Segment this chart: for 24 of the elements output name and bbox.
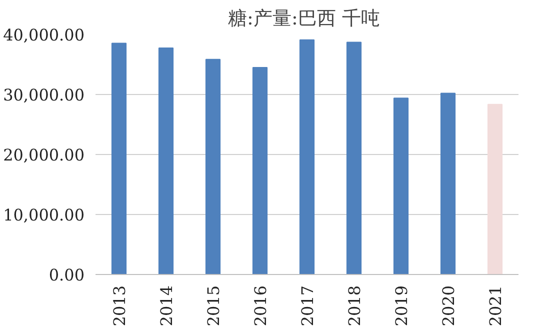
x-tick-label: 2017	[298, 286, 317, 326]
bar	[111, 42, 127, 274]
bar	[346, 42, 362, 274]
y-tick-label: 20,000.00	[3, 146, 85, 164]
x-tick-label: 2021	[486, 286, 505, 326]
bar	[487, 104, 503, 274]
y-tick-label: 30,000.00	[3, 86, 85, 104]
y-tick-label: 0.00	[48, 266, 84, 284]
x-tick-label: 2019	[392, 286, 411, 326]
bar	[252, 67, 268, 274]
x-tick-label: 2018	[345, 286, 364, 326]
y-tick-label: 40,000.00	[3, 26, 85, 44]
x-tick-label: 2013	[110, 286, 129, 326]
bar	[205, 58, 221, 274]
x-tick-label: 2014	[157, 286, 176, 326]
x-tick-label: 2016	[251, 286, 270, 326]
bar	[393, 98, 409, 274]
bar	[440, 92, 456, 274]
x-tick-label: 2015	[204, 286, 223, 326]
y-tick-label: 10,000.00	[3, 206, 85, 224]
bar	[299, 39, 315, 274]
bar	[158, 48, 174, 274]
chart-title: 糖:产量:巴西 千吨	[228, 8, 380, 30]
x-tick-label: 2020	[439, 286, 458, 326]
